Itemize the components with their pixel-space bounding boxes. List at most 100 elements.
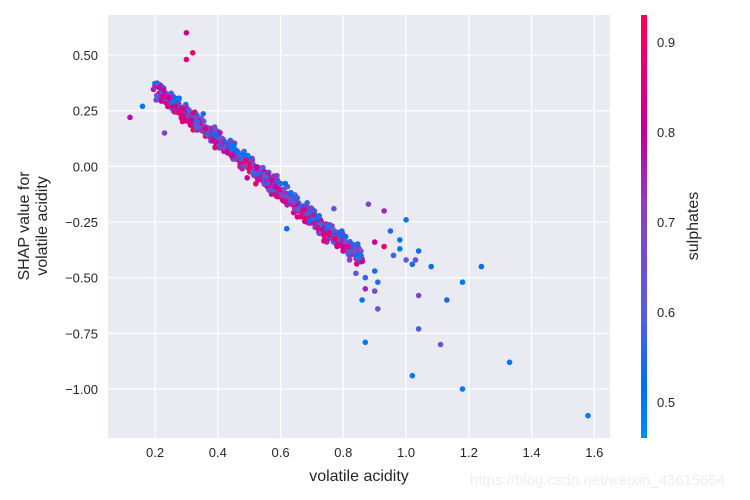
- data-point: [200, 111, 206, 117]
- data-point: [228, 146, 235, 153]
- data-point: [437, 341, 444, 348]
- colorbar-tick-label: 0.8: [657, 125, 675, 140]
- data-point: [153, 97, 159, 103]
- svg-text:volatile acidity: volatile acidity: [34, 176, 51, 276]
- data-point: [178, 115, 185, 121]
- data-point: [202, 126, 209, 132]
- data-point: [272, 183, 279, 190]
- data-point: [170, 103, 176, 110]
- data-point: [249, 157, 256, 164]
- data-point: [314, 224, 321, 231]
- data-point: [193, 114, 199, 120]
- data-point: [371, 268, 378, 274]
- data-point: [459, 279, 466, 286]
- x-tick-label: 0.2: [146, 445, 164, 460]
- data-point: [161, 130, 168, 136]
- data-point: [318, 221, 325, 227]
- data-point: [284, 225, 290, 232]
- data-point: [403, 217, 409, 223]
- data-point: [264, 180, 271, 187]
- data-point: [397, 246, 403, 252]
- data-point: [412, 257, 419, 263]
- data-point: [375, 306, 381, 312]
- data-point: [353, 261, 360, 267]
- data-point: [415, 326, 422, 332]
- data-point: [478, 263, 485, 270]
- data-point: [409, 372, 416, 379]
- x-tick-label: 1.0: [397, 445, 415, 460]
- data-point: [190, 110, 196, 116]
- y-tick-label: 0.00: [73, 159, 98, 174]
- data-point: [332, 236, 338, 242]
- data-point: [253, 164, 260, 170]
- data-point: [291, 194, 297, 201]
- data-point: [359, 258, 366, 265]
- data-point: [506, 359, 513, 366]
- data-point: [229, 152, 235, 159]
- svg-text:SHAP value for: SHAP value for: [16, 171, 33, 281]
- data-point: [282, 180, 289, 187]
- data-point: [371, 239, 378, 245]
- x-tick-label: 0.4: [209, 445, 227, 460]
- data-point: [375, 279, 381, 286]
- data-point: [282, 198, 289, 204]
- scatter-points: [127, 30, 591, 419]
- data-point: [390, 252, 397, 259]
- colorbar-tick-label: 0.9: [657, 35, 675, 50]
- data-point: [358, 248, 364, 254]
- data-point: [353, 247, 360, 254]
- colorbar-tick-label: 0.5: [657, 395, 675, 410]
- data-point: [291, 200, 297, 206]
- data-point: [189, 50, 196, 56]
- data-point: [371, 288, 378, 294]
- data-point: [342, 233, 349, 240]
- data-point: [169, 99, 175, 105]
- data-point: [300, 208, 306, 214]
- data-point: [307, 210, 313, 216]
- x-axis-label: volatile acidity: [309, 468, 409, 485]
- data-point: [326, 229, 333, 236]
- data-point: [230, 142, 237, 148]
- colorbar-tick-label: 0.6: [657, 305, 675, 320]
- data-point: [307, 205, 313, 212]
- data-point: [362, 339, 369, 346]
- y-tick-label: −0.75: [65, 326, 98, 341]
- data-point: [240, 151, 246, 158]
- data-point: [172, 95, 179, 102]
- data-point: [271, 173, 277, 179]
- data-point: [278, 192, 285, 198]
- plot-area: [108, 15, 610, 438]
- colorbar-label: sulphates: [685, 192, 702, 261]
- data-point: [381, 208, 387, 214]
- data-point: [585, 412, 591, 419]
- data-point: [213, 139, 219, 145]
- data-point: [353, 270, 359, 277]
- data-point: [183, 30, 190, 36]
- data-point: [397, 237, 403, 243]
- x-axis-ticks: 0.2 0.4 0.6 0.8 1.0 1.2 1.4 1.6: [146, 445, 603, 460]
- watermark: https://blog.csdn.net/weixin_43615654: [470, 472, 726, 489]
- data-point: [219, 140, 225, 147]
- x-tick-label: 1.4: [523, 445, 541, 460]
- x-tick-label: 1.2: [460, 445, 478, 460]
- data-point: [403, 257, 409, 263]
- y-tick-label: −1.00: [65, 382, 98, 397]
- y-tick-label: 0.25: [73, 104, 98, 119]
- data-point: [316, 230, 323, 237]
- data-point: [254, 177, 261, 183]
- data-point: [342, 238, 349, 245]
- data-point: [428, 263, 435, 270]
- data-point: [307, 218, 313, 224]
- data-point: [329, 225, 336, 231]
- colorbar-tick-label: 0.7: [657, 215, 675, 230]
- data-point: [288, 189, 294, 196]
- data-point: [415, 292, 422, 299]
- data-point: [358, 253, 364, 259]
- colorbar: [641, 15, 647, 438]
- data-point: [234, 147, 240, 154]
- y-axis-ticks: 0.50 0.25 0.00 −0.25 −0.50 −0.75 −1.00: [65, 48, 98, 397]
- colorbar-ticks: 0.5 0.6 0.7 0.8 0.9: [657, 35, 675, 410]
- y-tick-label: −0.25: [65, 215, 98, 230]
- data-point: [281, 186, 287, 192]
